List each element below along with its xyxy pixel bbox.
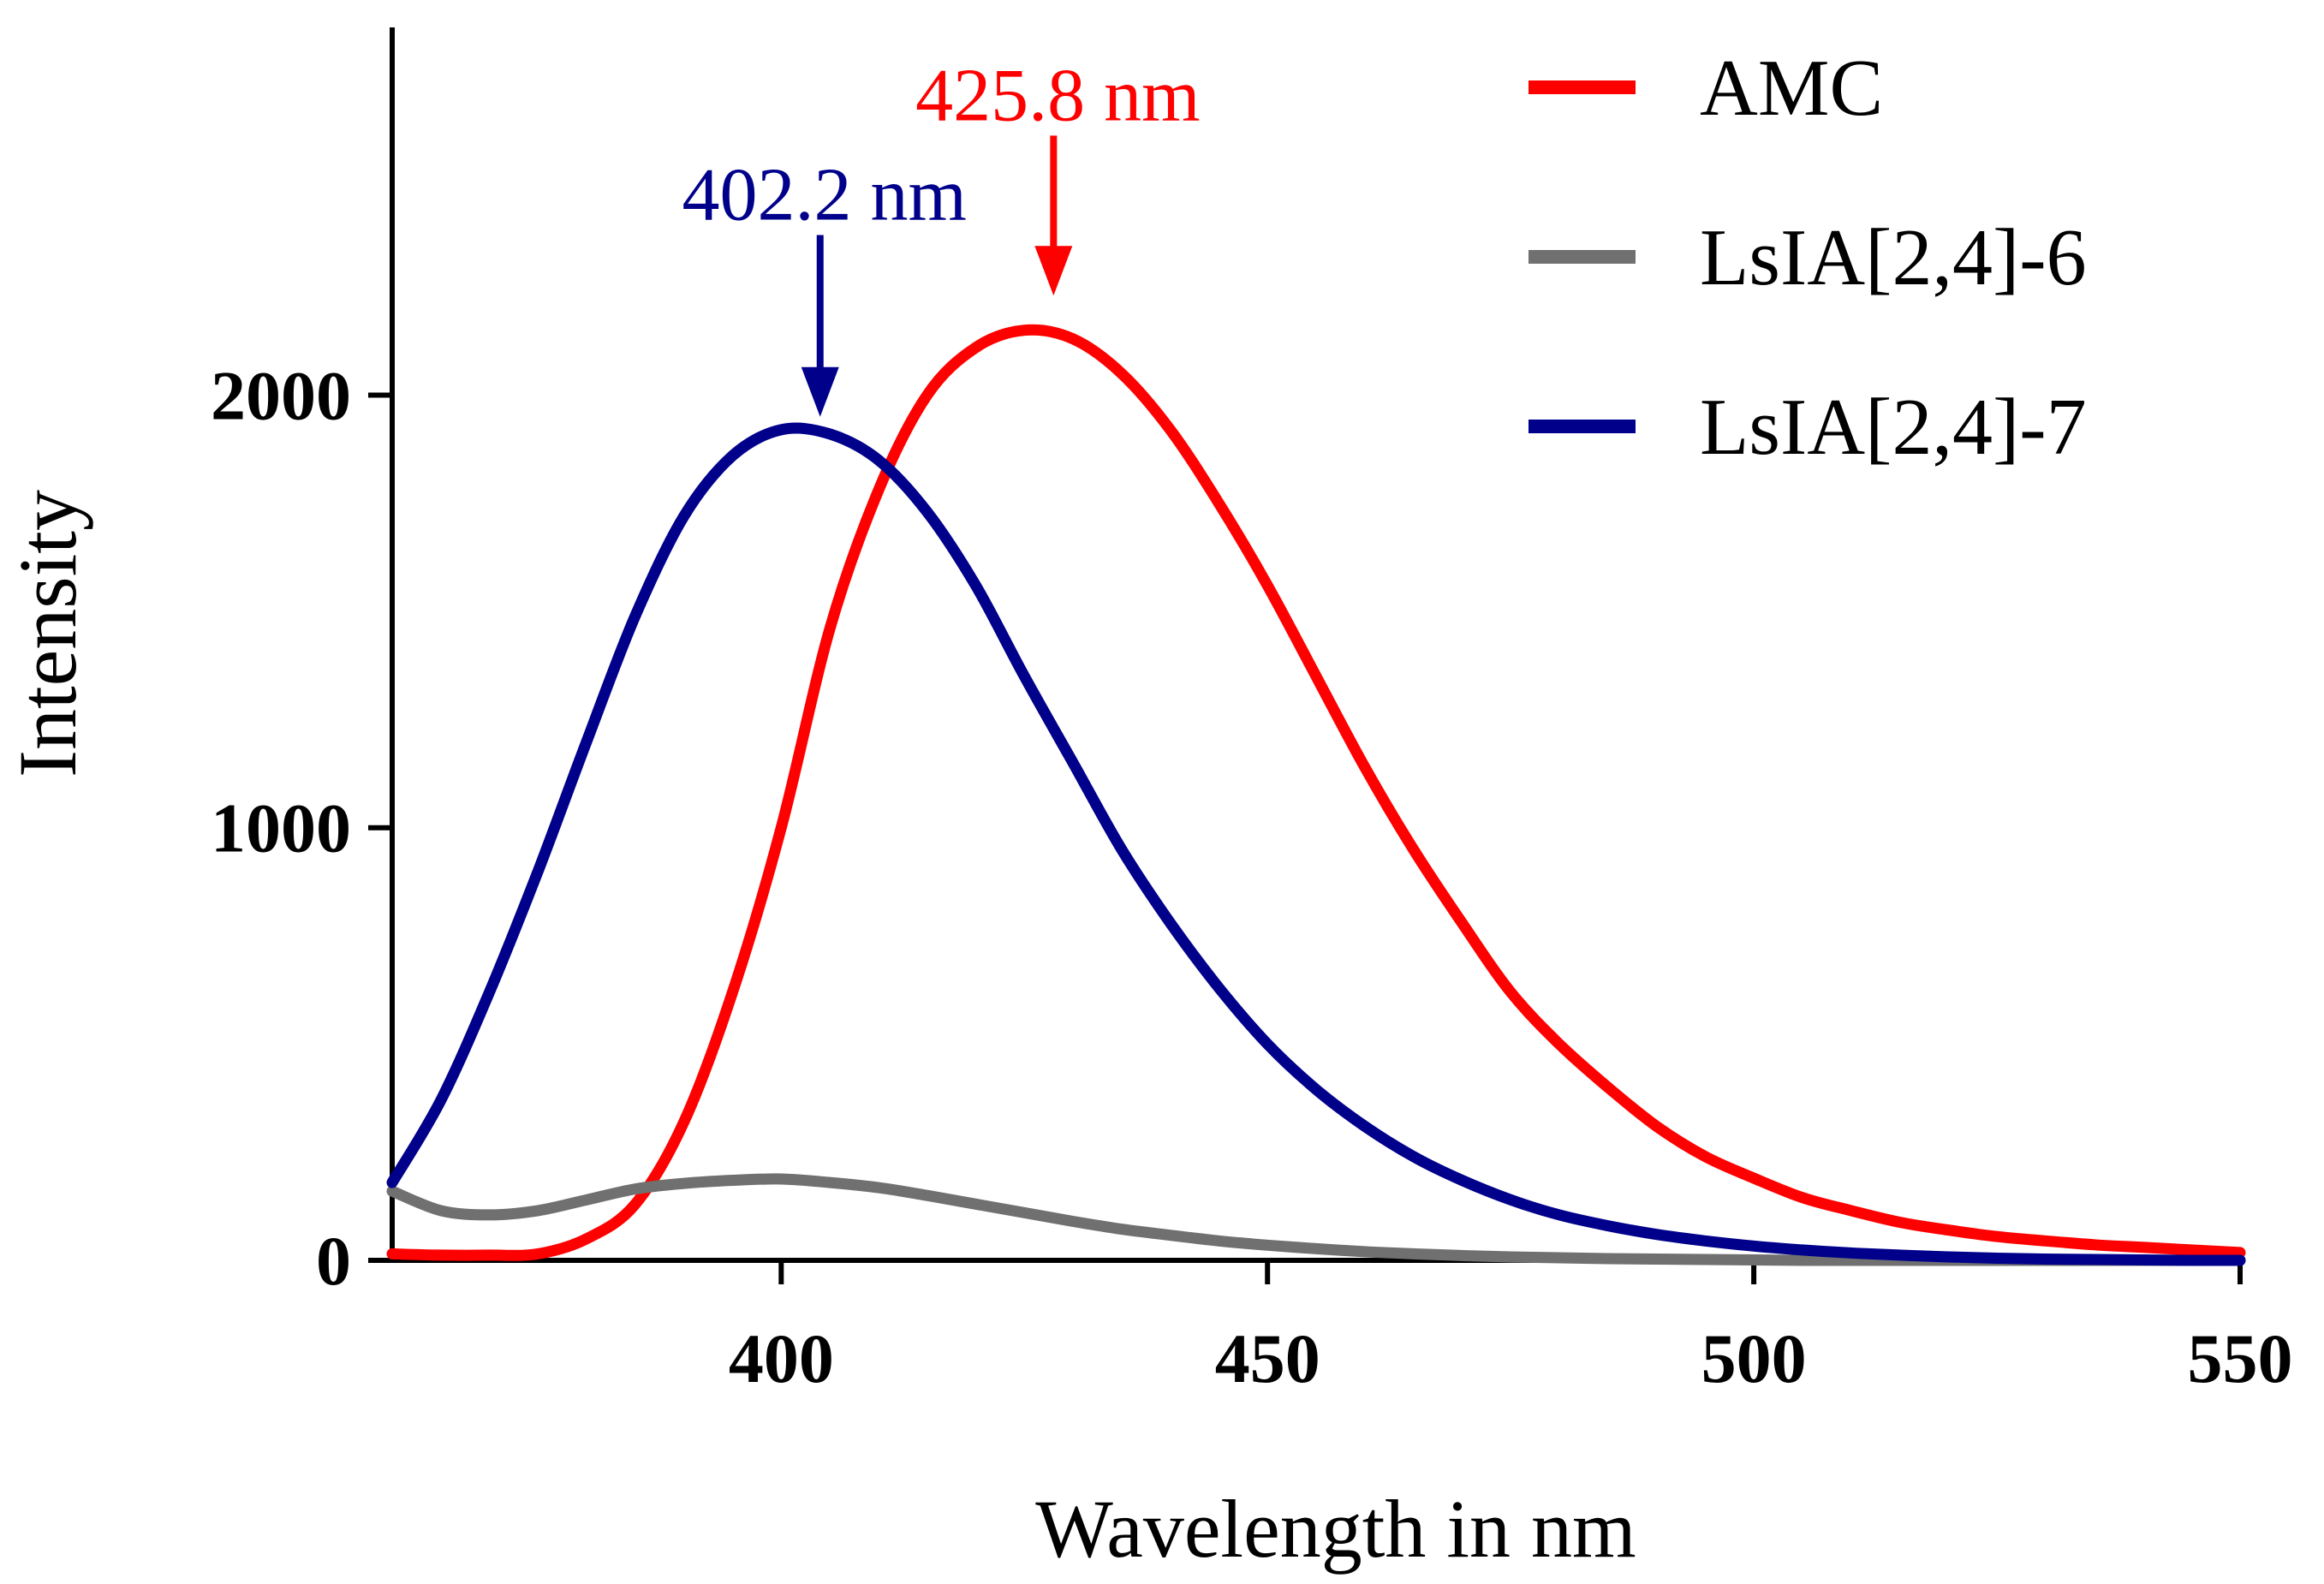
x-tick-label: 450 (1215, 1319, 1320, 1397)
annotations: 402.2 nm 425.8 nm (682, 54, 1201, 417)
x-axis-label: Wavelength in nm (1035, 1483, 1636, 1575)
legend-label: AMC (1700, 44, 1883, 133)
legend-label: LsIA[2,4]-6 (1700, 213, 2087, 302)
y-tick-label: 1000 (211, 789, 351, 867)
series-line-lsia-2-4-7 (386, 422, 2246, 1266)
x-tick-label: 500 (1701, 1319, 1807, 1397)
legend-label: LsIA[2,4]-7 (1700, 383, 2087, 472)
y-axis-label: Intensity (2, 490, 93, 777)
legend: AMC LsIA[2,4]-6 LsIA[2,4]-7 (1528, 44, 2087, 472)
series-lines (386, 324, 2246, 1266)
annotation-arrow-head (801, 366, 839, 417)
y-tick-label: 2000 (211, 356, 351, 434)
series-line-amc (386, 324, 2246, 1261)
y-tick-label: 0 (316, 1222, 351, 1300)
series-line-lsia-2-4-6 (386, 1173, 2246, 1266)
axes: 400 450 500 550 0 1000 2000 (211, 27, 2293, 1397)
x-tick-label: 550 (2188, 1319, 2293, 1397)
annotation-arrow-head (1034, 246, 1073, 296)
annotation-label: 402.2 nm (682, 154, 967, 237)
annotation-label: 425.8 nm (915, 54, 1200, 137)
x-tick-label: 400 (729, 1319, 834, 1397)
